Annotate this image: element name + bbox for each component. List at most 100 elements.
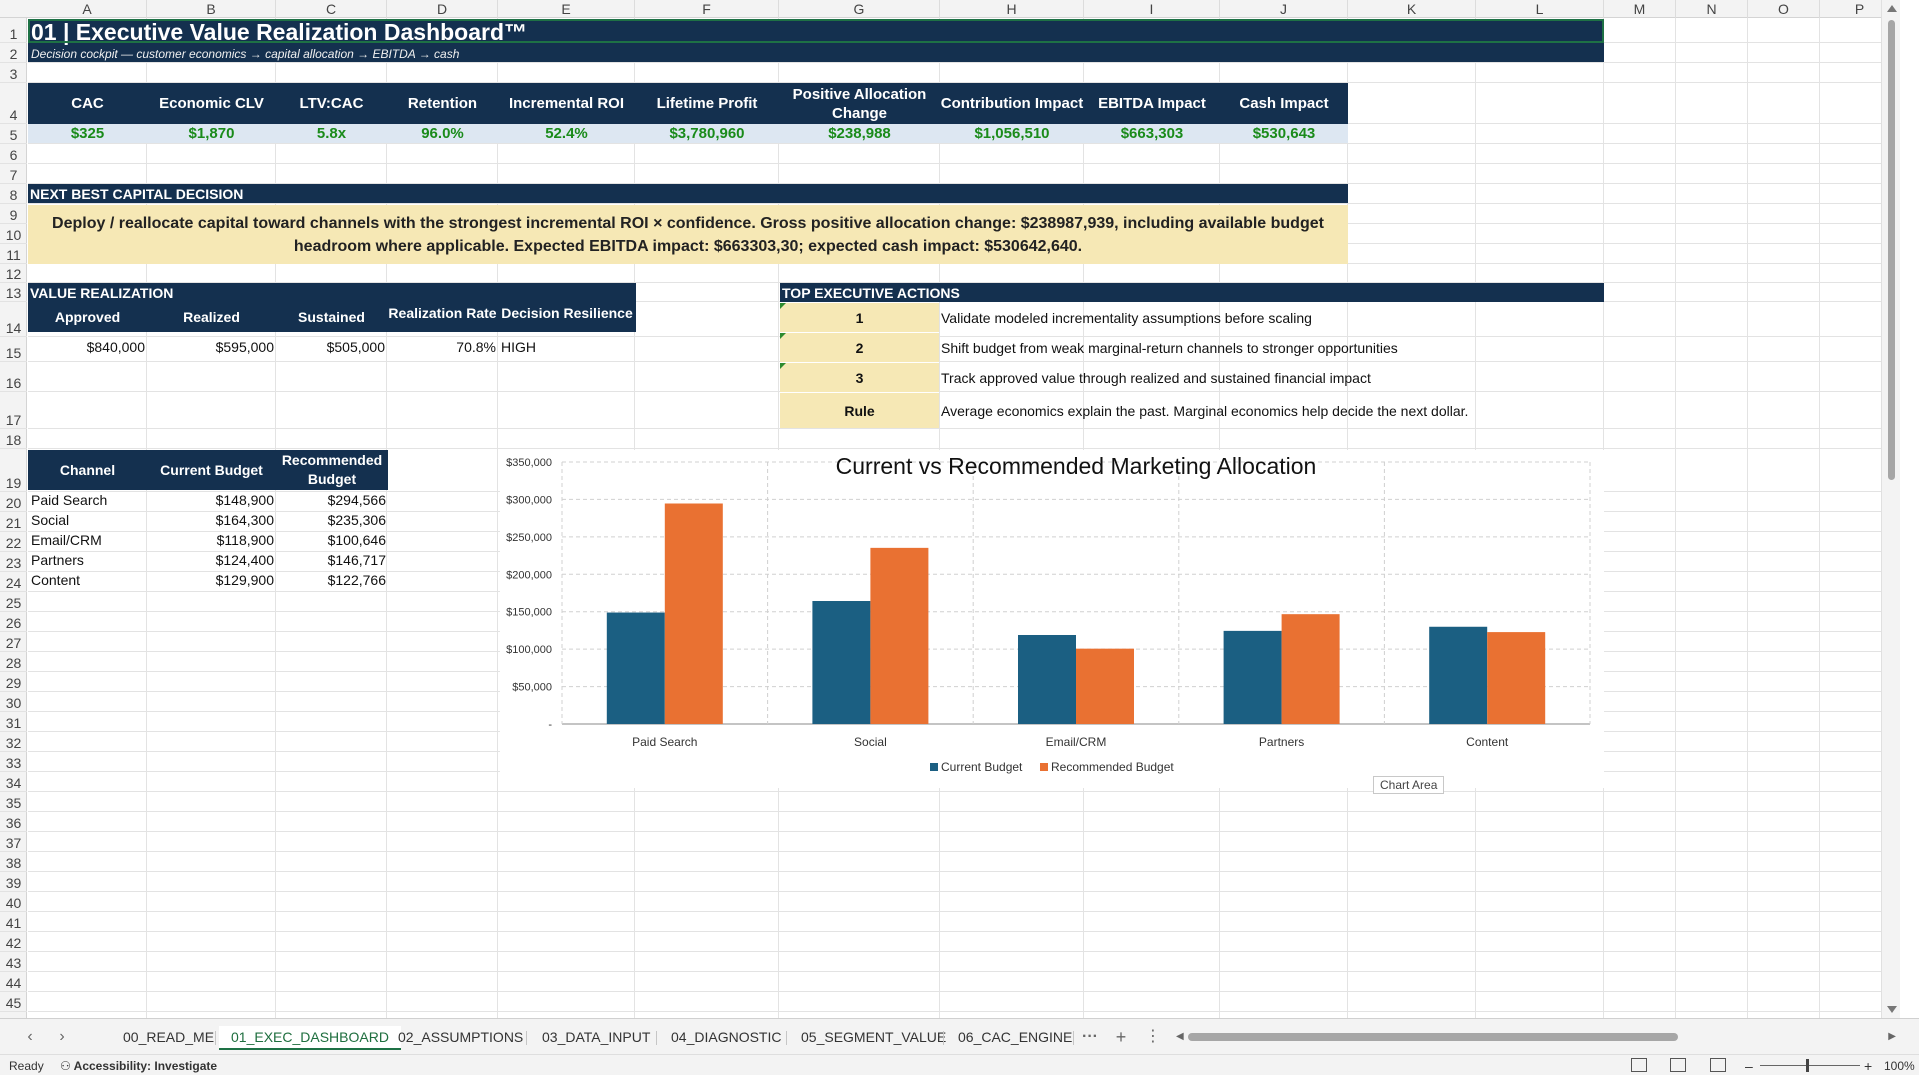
column-header-k[interactable]: K: [1348, 0, 1476, 18]
channel-header-recommended-budget[interactable]: Recommended Budget: [281, 452, 383, 487]
row-header-24[interactable]: 24: [0, 572, 27, 592]
dashboard-subtitle[interactable]: Decision cockpit — customer economics → …: [31, 47, 460, 61]
kpi-label-positive-allocation-change[interactable]: Positive Allocation Change: [792, 85, 927, 122]
row-header-40[interactable]: 40: [0, 892, 27, 912]
kpi-label-ltv-cac[interactable]: LTV:CAC: [299, 95, 364, 112]
vertical-scrollbar[interactable]: [1881, 0, 1900, 1018]
row-header-43[interactable]: 43: [0, 952, 27, 972]
table-row-channel[interactable]: Partners: [31, 552, 84, 568]
action-text-1[interactable]: Validate modeled incrementality assumpti…: [941, 309, 1312, 326]
table-row-recommended[interactable]: $235,306: [327, 512, 386, 528]
kpi-value-incremental-roi[interactable]: 52.4%: [498, 124, 635, 143]
kpi-value-cash-impact[interactable]: $530,643: [1220, 124, 1348, 143]
table-row-recommended[interactable]: $146,717: [327, 552, 386, 568]
normal-view-icon[interactable]: [1631, 1058, 1647, 1072]
table-row-channel[interactable]: Content: [31, 572, 81, 588]
row-header-38[interactable]: 38: [0, 852, 27, 872]
channel-header-current-budget[interactable]: Current Budget: [160, 461, 263, 478]
row-header-20[interactable]: 20: [0, 492, 27, 512]
row-header-17[interactable]: 17: [0, 392, 27, 429]
row-header-36[interactable]: 36: [0, 812, 27, 832]
kpi-value-economic-clv[interactable]: $1,870: [147, 124, 276, 143]
next-decision-text[interactable]: Deploy / reallocate capital toward chann…: [28, 205, 1348, 264]
action-rule-label[interactable]: Rule: [780, 393, 939, 428]
column-header-f[interactable]: F: [635, 0, 779, 18]
row-header-4[interactable]: 4: [0, 83, 27, 124]
row-header-10[interactable]: 10: [0, 224, 27, 244]
vr-header-approved[interactable]: Approved: [54, 309, 121, 325]
scroll-right-icon[interactable]: ▶: [1888, 1031, 1896, 1042]
row-header-6[interactable]: 6: [0, 144, 27, 164]
kpi-value-ltv-cac[interactable]: 5.8x: [276, 124, 387, 143]
row-header-13[interactable]: 13: [0, 283, 27, 302]
column-header-o[interactable]: O: [1748, 0, 1820, 18]
row-header-46[interactable]: 46: [0, 1012, 27, 1018]
row-header-5[interactable]: 5: [0, 124, 27, 144]
row-header-3[interactable]: 3: [0, 63, 27, 83]
row-header-32[interactable]: 32: [0, 732, 27, 752]
table-row-recommended[interactable]: $122,766: [327, 572, 386, 588]
vr-header-sustained[interactable]: Sustained: [298, 309, 365, 325]
row-header-35[interactable]: 35: [0, 792, 27, 812]
row-header-14[interactable]: 14: [0, 302, 27, 337]
more-tabs-icon[interactable]: ···: [1082, 1028, 1098, 1045]
page-layout-view-icon[interactable]: [1670, 1058, 1686, 1072]
table-row-current[interactable]: $124,400: [215, 552, 274, 568]
kpi-label-economic-clv[interactable]: Economic CLV: [159, 95, 264, 112]
tab-02-assumptions[interactable]: 02_ASSUMPTIONS: [398, 1029, 524, 1045]
tab-00-read-me[interactable]: 00_READ_ME: [123, 1029, 215, 1045]
column-header-h[interactable]: H: [940, 0, 1084, 18]
table-row-current[interactable]: $129,900: [215, 572, 274, 588]
column-header-m[interactable]: M: [1604, 0, 1676, 18]
action-text-3[interactable]: Track approved value through realized an…: [941, 369, 1371, 386]
kpi-value-retention[interactable]: 96.0%: [387, 124, 498, 143]
table-row-recommended[interactable]: $294,566: [327, 492, 386, 508]
row-header-12[interactable]: 12: [0, 264, 27, 283]
vertical-scroll-thumb[interactable]: [1888, 20, 1895, 480]
table-row-channel[interactable]: Email/CRM: [31, 532, 102, 548]
horizontal-scroll-thumb[interactable]: [1188, 1033, 1678, 1041]
table-row-current[interactable]: $164,300: [215, 512, 274, 528]
row-header-7[interactable]: 7: [0, 164, 27, 184]
scroll-left-icon[interactable]: ◀: [1176, 1031, 1184, 1042]
row-header-31[interactable]: 31: [0, 712, 27, 732]
table-row-recommended[interactable]: $100,646: [327, 532, 386, 548]
horizontal-scrollbar[interactable]: ◀ ▶: [1176, 1031, 1898, 1043]
scroll-down-icon[interactable]: [1887, 1006, 1897, 1013]
column-header-b[interactable]: B: [147, 0, 276, 18]
row-header-42[interactable]: 42: [0, 932, 27, 952]
kpi-value-ebitda-impact[interactable]: $663,303: [1084, 124, 1220, 143]
row-header-34[interactable]: 34: [0, 772, 27, 792]
tab-scroll-right-icon[interactable]: ›: [59, 1028, 65, 1045]
kpi-value-cac[interactable]: $325: [28, 124, 147, 143]
action-number-2[interactable]: 2: [780, 333, 939, 362]
row-header-15[interactable]: 15: [0, 337, 27, 362]
page-break-view-icon[interactable]: [1710, 1058, 1726, 1072]
table-row-channel[interactable]: Paid Search: [31, 492, 108, 508]
vr-header-decision-resilience[interactable]: Decision Resilience: [501, 305, 633, 321]
tab-05-segment-value[interactable]: 05_SEGMENT_VALUE: [801, 1029, 947, 1045]
tab-01-exec-dashboard[interactable]: 01_EXEC_DASHBOARD: [219, 1026, 401, 1050]
column-header-a[interactable]: A: [28, 0, 147, 18]
row-header-1[interactable]: 1: [0, 19, 27, 43]
row-header-23[interactable]: 23: [0, 552, 27, 572]
table-row-current[interactable]: $148,900: [215, 492, 274, 508]
vr-value-decision-resilience[interactable]: HIGH: [501, 339, 536, 355]
row-header-25[interactable]: 25: [0, 592, 27, 612]
value-realization-heading[interactable]: VALUE REALIZATION: [28, 283, 636, 302]
kpi-label-cash-impact[interactable]: Cash Impact: [1239, 95, 1329, 112]
zoom-slider[interactable]: [1760, 1065, 1860, 1066]
row-header-2[interactable]: 2: [0, 43, 27, 63]
column-header-g[interactable]: G: [779, 0, 940, 18]
column-header-e[interactable]: E: [498, 0, 635, 18]
zoom-level[interactable]: 100%: [1884, 1059, 1915, 1073]
kpi-label-ebitda-impact[interactable]: EBITDA Impact: [1098, 95, 1206, 112]
channel-header-channel[interactable]: Channel: [59, 461, 116, 478]
column-header-c[interactable]: C: [276, 0, 387, 18]
row-header-27[interactable]: 27: [0, 632, 27, 652]
action-rule-text[interactable]: Average economics explain the past. Marg…: [941, 402, 1469, 419]
row-header-9[interactable]: 9: [0, 204, 27, 224]
row-header-16[interactable]: 16: [0, 362, 27, 392]
row-header-21[interactable]: 21: [0, 512, 27, 532]
zoom-out-icon[interactable]: –: [1745, 1058, 1753, 1074]
